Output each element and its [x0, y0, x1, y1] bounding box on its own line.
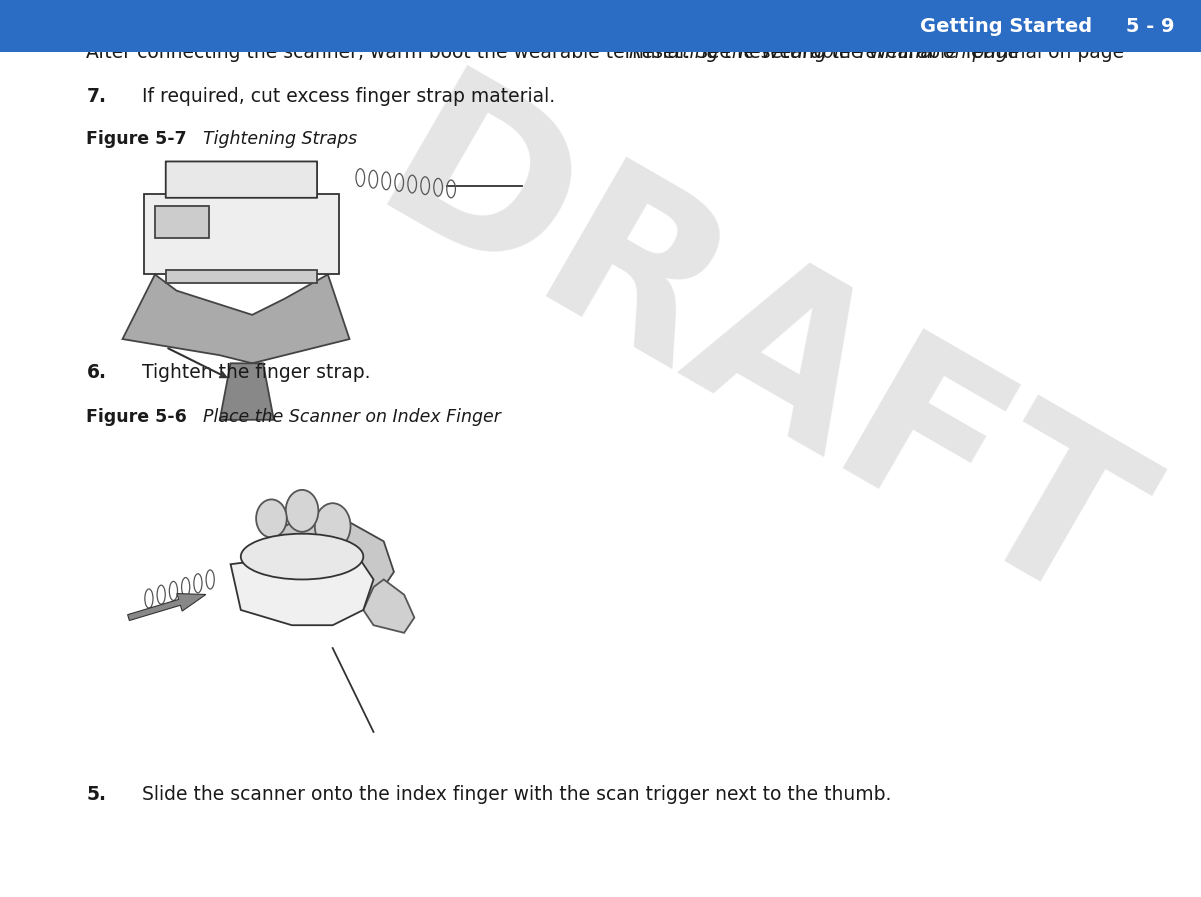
Ellipse shape — [286, 490, 318, 532]
Text: DRAFT: DRAFT — [343, 58, 1170, 659]
Text: 5.: 5. — [86, 785, 107, 804]
Text: 7.: 7. — [86, 87, 107, 106]
Bar — [155, 206, 209, 239]
Ellipse shape — [315, 503, 351, 549]
Bar — [144, 194, 339, 274]
Polygon shape — [220, 363, 274, 420]
Text: Slide the scanner onto the index finger with the scan trigger next to the thumb.: Slide the scanner onto the index finger … — [142, 785, 891, 804]
Text: Tightening Straps: Tightening Straps — [181, 130, 358, 148]
Text: Resetting the Wearable Terminal on page: Resetting the Wearable Terminal on page — [629, 43, 1020, 62]
Polygon shape — [123, 274, 349, 363]
Polygon shape — [231, 549, 374, 625]
Text: Figure 5-7: Figure 5-7 — [86, 130, 187, 148]
Text: After connecting the scanner, warm boot the wearable terminal. See Resetting the: After connecting the scanner, warm boot … — [86, 43, 1124, 62]
Ellipse shape — [256, 500, 287, 537]
Text: 6.: 6. — [86, 363, 107, 382]
FancyArrow shape — [127, 594, 205, 621]
Text: Place the Scanner on Index Finger: Place the Scanner on Index Finger — [181, 408, 501, 426]
Text: 2-17 for information on performing a warm boot.: 2-17 for information on performing a war… — [86, 16, 544, 35]
Text: Figure 5-6: Figure 5-6 — [86, 408, 187, 426]
Bar — [166, 271, 317, 283]
Polygon shape — [251, 511, 394, 610]
Text: If required, cut excess finger strap material.: If required, cut excess finger strap mat… — [142, 87, 555, 106]
Ellipse shape — [240, 534, 363, 579]
Text: Getting Started     5 - 9: Getting Started 5 - 9 — [920, 16, 1175, 36]
Polygon shape — [363, 579, 414, 633]
Text: Tighten the finger strap.: Tighten the finger strap. — [142, 363, 370, 382]
FancyBboxPatch shape — [166, 161, 317, 198]
Bar — [0, 0, 1201, 52]
Text: 2-17: 2-17 — [86, 16, 129, 35]
